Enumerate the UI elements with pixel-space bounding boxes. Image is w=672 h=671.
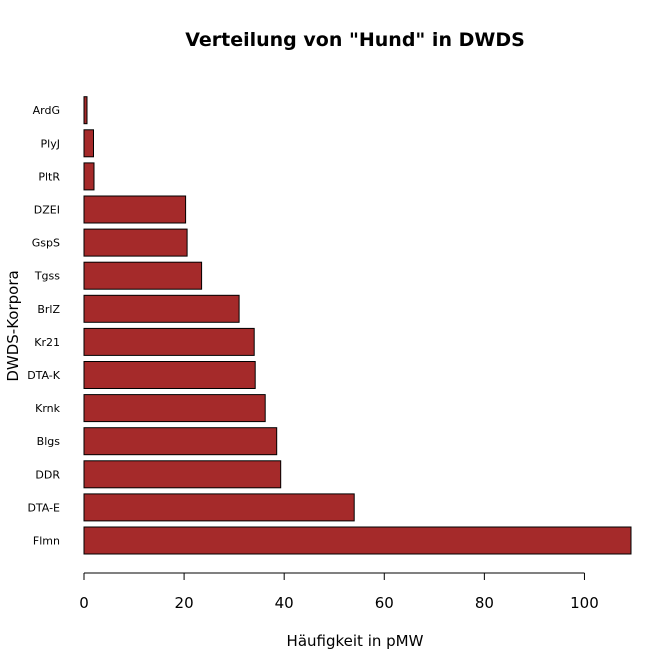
category-label-plyj: PlyJ — [41, 137, 60, 150]
category-label-dta-e: DTA-E — [27, 501, 60, 514]
category-label-brlz: BrlZ — [37, 303, 60, 316]
category-label-dzei: DZEI — [34, 204, 60, 217]
bar-brlz — [83, 294, 240, 323]
bar-ddr — [83, 460, 282, 489]
bars-group — [83, 96, 632, 555]
chart-title: Verteilung von "Hund" in DWDS — [185, 29, 525, 51]
bar-gsps — [83, 228, 188, 257]
y-axis-title: DWDS-Korpora — [4, 270, 22, 381]
x-tick-label-100: 100 — [570, 594, 599, 612]
category-label-kr21: Kr21 — [34, 336, 60, 349]
x-tick-label-0: 0 — [79, 594, 89, 612]
x-axis-title: Häufigkeit in pMW — [287, 632, 424, 650]
bar-dzei — [83, 195, 187, 224]
x-tick-label-40: 40 — [275, 594, 294, 612]
bar-kr21 — [83, 327, 255, 356]
bar-plyj — [83, 129, 94, 158]
bar-pltr — [83, 162, 95, 191]
x-tick-label-60: 60 — [375, 594, 394, 612]
x-axis: 0 20 40 60 80 100 — [79, 572, 599, 612]
bar-krnk — [83, 394, 266, 423]
category-label-blgs: Blgs — [37, 435, 61, 448]
category-label-ddr: DDR — [35, 468, 60, 481]
category-label-tgss: Tgss — [34, 270, 60, 283]
category-label-krnk: Krnk — [35, 402, 61, 415]
bar-dta-e — [83, 493, 355, 522]
category-label-dta-k: DTA-K — [27, 369, 61, 382]
category-label-ardg: ArdG — [33, 104, 60, 117]
bar-tgss — [83, 261, 203, 290]
x-tick-label-20: 20 — [175, 594, 194, 612]
bar-blgs — [83, 427, 278, 456]
x-tick-label-80: 80 — [475, 594, 494, 612]
bar-dta-k — [83, 361, 256, 389]
category-label-gsps: GspS — [32, 237, 60, 250]
category-labels: Flmn DTA-E DDR Blgs Krnk DTA-K Kr21 BrlZ Tgss Gsp… — [27, 104, 61, 547]
bar-flmn — [83, 526, 632, 555]
category-label-flmn: Flmn — [33, 535, 60, 548]
category-label-pltr: PltR — [38, 170, 60, 183]
bar-ardg — [83, 96, 88, 125]
